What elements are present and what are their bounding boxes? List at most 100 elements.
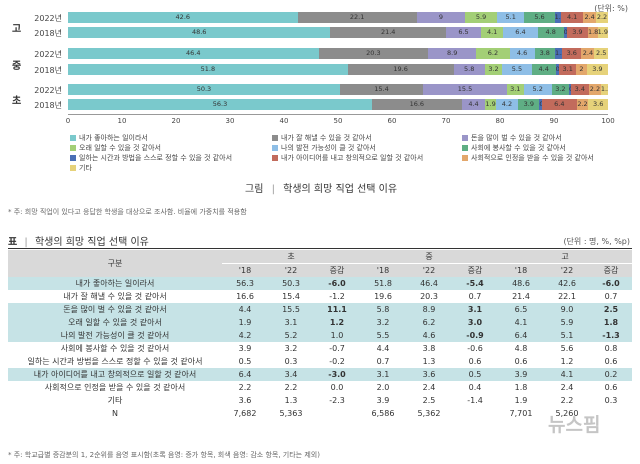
table-header-cell: 구분 — [8, 250, 222, 277]
bar-segment: 1.3 — [600, 84, 608, 95]
x-tick-label: 40 — [279, 117, 289, 125]
table-title: 학생의 희망 직업 선택 이유 — [34, 237, 149, 248]
table-subheader: 증감 — [452, 263, 498, 277]
group-label: 초 — [12, 96, 22, 107]
table-cell: -0.2 — [329, 357, 345, 366]
table-cell: 0.3 — [604, 396, 618, 405]
table-cell: 2.0 — [376, 383, 390, 392]
table-row-label: 오래 일할 수 있을 것 같아서 — [8, 316, 222, 329]
year-label: 2022년 — [34, 86, 62, 95]
stacked-bar: 51.819.65.83.25.54.40.73.123.9 — [68, 64, 608, 75]
bar-segment: 2.4 — [581, 48, 595, 59]
table-cell: 3.6 — [406, 368, 452, 381]
table-cell: -3.0 — [314, 368, 360, 381]
table-cell: 7,682 — [233, 409, 257, 418]
table-cell: 6.4 — [222, 368, 268, 381]
bar-segment: 3.9 — [586, 64, 608, 75]
table-cell: 3.2 — [284, 344, 298, 353]
table-subheader: '18 — [222, 263, 268, 277]
table-group-header: 초 — [222, 250, 360, 264]
bar-segment: 22.1 — [297, 12, 417, 23]
legend-label: 기타 — [79, 164, 92, 172]
table-row-label: 일하는 시간과 방법을 스스로 정할 수 있을 것 같아서 — [27, 357, 203, 366]
legend-item: 일하는 시간과 방법을 스스로 정할 수 있을 것 같아서 — [70, 153, 232, 163]
bar-segment: 0.7 — [555, 64, 560, 75]
table-cell: 2.5 — [422, 396, 436, 405]
table-subheader: '22 — [268, 263, 314, 277]
table-cell: 1.2 — [314, 316, 360, 329]
legend-swatch — [272, 155, 278, 161]
table-cell: -2.3 — [329, 396, 345, 405]
bar-segment: 2.2 — [589, 84, 601, 95]
bar-segment: 3.2 — [484, 64, 503, 75]
table-subheader: 증감 — [314, 263, 360, 277]
figure-caption: 그림 | 학생의 희망 직업 선택 이유 — [245, 184, 398, 195]
legend-swatch — [70, 165, 76, 171]
table-row: 일하는 시간과 방법을 스스로 정할 수 있을 것 같아서 0.5 0.3 -0.2 0… — [8, 355, 632, 368]
bar-segment: 3.9 — [518, 99, 540, 110]
legend-item: 사회적으로 인정을 받을 수 있을 것 같아서 — [462, 153, 594, 163]
table-cell: 15.4 — [282, 292, 300, 301]
table-cell: 56.3 — [222, 277, 268, 290]
legend-item: 돈을 많이 벌 수 있을 것 같아서 — [462, 133, 562, 143]
table-cell: 5,362 — [417, 409, 441, 418]
table-cell: 19.6 — [374, 292, 392, 301]
x-tick-label: 20 — [171, 117, 181, 125]
table-cell: 2.4 — [560, 383, 574, 392]
table-cell: 5,260 — [555, 409, 579, 418]
table-cell: 3.1 — [360, 368, 406, 381]
table-cell: 42.6 — [544, 277, 590, 290]
table-cell: -0.7 — [329, 344, 345, 353]
bar-segment: 15.4 — [339, 84, 424, 95]
table-cell: 5.6 — [560, 344, 574, 353]
legend-label: 사회에 봉사할 수 있을 것 같아서 — [471, 144, 566, 152]
table-cell: 2.2 — [560, 396, 574, 405]
bar-segment: 4.1 — [481, 27, 504, 38]
bar-segment: 0.3 — [569, 84, 571, 95]
legend-label: 내가 잘 해낼 수 있을 것 같아서 — [281, 134, 372, 142]
table-cell: 3.2 — [360, 316, 406, 329]
table-cell: 3.9 — [498, 368, 544, 381]
table-cell: 4.4 — [376, 344, 390, 353]
table-cell: -1.2 — [329, 292, 345, 301]
legend-item: 기타 — [70, 163, 92, 173]
stacked-bar: 56.316.64.41.94.23.90.56.42.23.6 — [68, 99, 608, 110]
legend-item: 내가 좋아하는 일이라서 — [70, 133, 148, 143]
bar-segment: 5.5 — [502, 64, 532, 75]
bar-segment: 1.8 — [587, 27, 598, 38]
bar-segment: 9 — [416, 12, 466, 23]
figure-caption-label: 그림 — [245, 184, 264, 195]
legend-item: 사회에 봉사할 수 있을 것 같아서 — [462, 143, 566, 153]
bar-segment: 3.2 — [551, 84, 570, 95]
table-cell: 4.4 — [222, 303, 268, 316]
table-cell: 4.8 — [514, 344, 528, 353]
legend-label: 사회적으로 인정을 받을 수 있을 것 같아서 — [471, 154, 594, 162]
bar-segment: 19.6 — [347, 64, 454, 75]
table-heading: 표 | 학생의 희망 직업 선택 이유 — [8, 237, 149, 248]
table-cell: 9.0 — [544, 303, 590, 316]
bar-segment: 5.6 — [524, 12, 555, 23]
table-cell: 8.9 — [406, 303, 452, 316]
table-cell: 0.5 — [452, 368, 498, 381]
table-row: 돈을 많이 벌 수 있을 것 같아서 4.4 15.5 11.1 5.8 8.9 3.1 6.… — [8, 303, 632, 316]
table-cell: -6.0 — [590, 277, 632, 290]
table-cell: 3.6 — [238, 396, 252, 405]
table-cell: 1.3 — [422, 357, 436, 366]
table-row: 사회에 봉사할 수 있을 것 같아서 3.9 3.2 -0.7 4.4 3.8 -0.6 4.… — [8, 342, 632, 355]
data-table: 구분 초 중 고 '18'22 증감 '18'22 증감 '18'22 증감 내가 좋아하는 일이라… — [8, 250, 632, 420]
legend-swatch — [272, 145, 278, 151]
bar-segment: 8.9 — [428, 48, 477, 59]
bar-segment: 2.5 — [594, 48, 608, 59]
legend-label: 오래 일할 수 있을 것 같아서 — [79, 144, 161, 152]
bar-segment: 4.4 — [461, 99, 486, 110]
legend-item: 나의 발전 가능성이 클 것 같아서 — [272, 143, 376, 153]
figure-caption-title: 학생의 희망 직업 선택 이유 — [283, 184, 398, 195]
table-cell: 4.6 — [406, 329, 452, 342]
table-cell: 0.6 — [468, 357, 482, 366]
chart-unit: (단위: %) — [594, 4, 628, 13]
table-row: 기타 3.6 1.3 -2.3 3.9 2.5 -1.4 1.9 2.2 0.3 — [8, 394, 632, 407]
bar-segment: 2.2 — [576, 99, 589, 110]
legend-label: 일하는 시간과 방법을 스스로 정할 수 있을 것 같아서 — [79, 154, 233, 162]
x-tick-label: 100 — [601, 117, 615, 125]
bar-segment: 16.6 — [372, 99, 462, 110]
